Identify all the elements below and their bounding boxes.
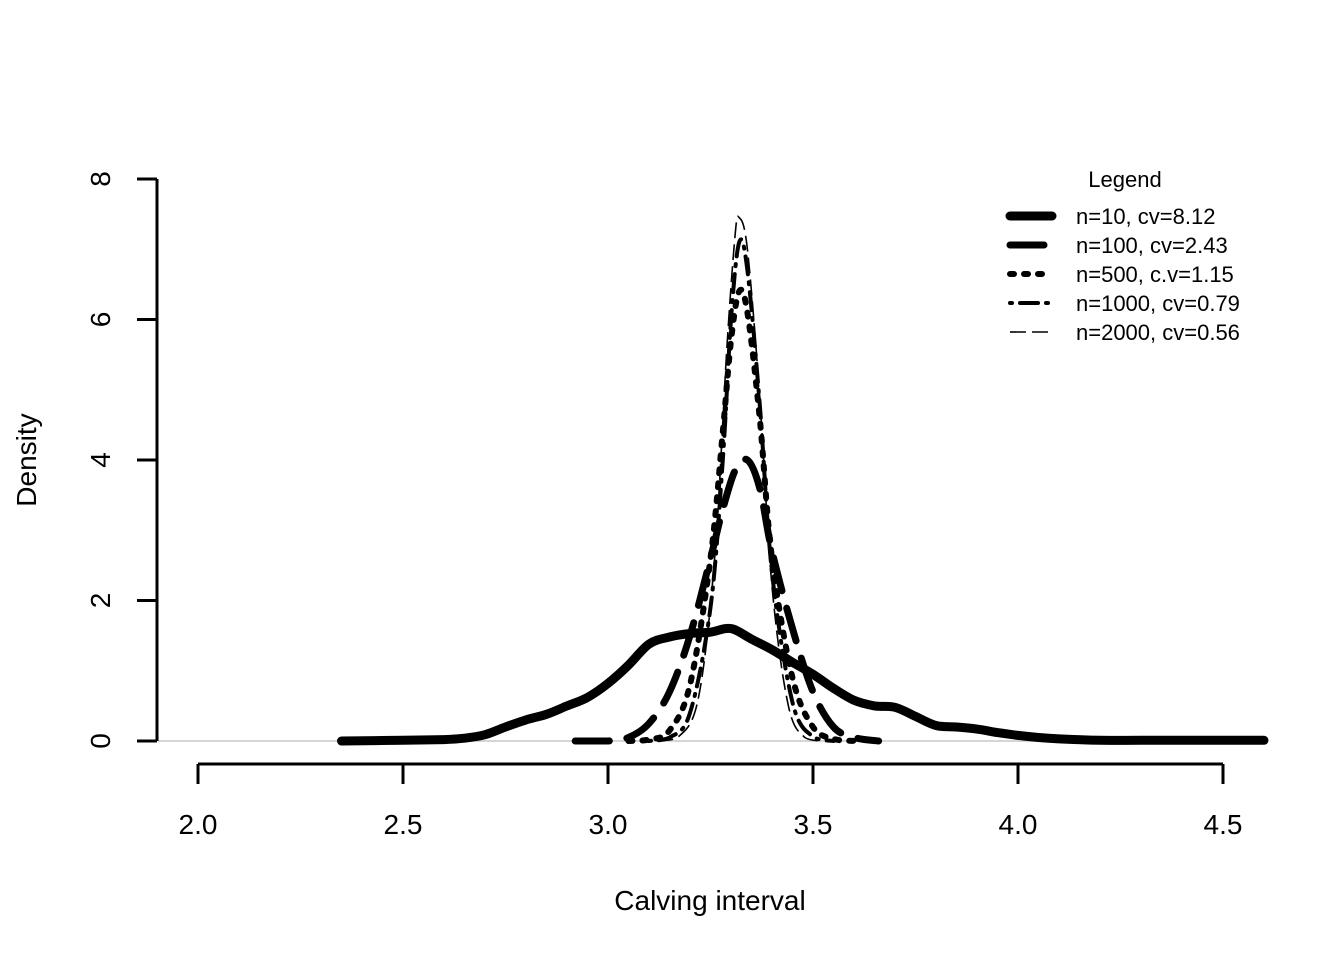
x-tick-label: 4.0	[999, 809, 1038, 840]
series-line-n-10-cv-8-12	[337, 623, 1269, 746]
series-line-n-100-cv-2-43	[571, 455, 883, 745]
legend-label-n-1000-cv-0-79: n=1000, cv=0.79	[1076, 291, 1240, 316]
legend-label-n-100-cv-2-43: n=100, cv=2.43	[1076, 233, 1228, 258]
series-group	[158, 215, 1269, 746]
x-tick-label: 2.5	[384, 809, 423, 840]
x-tick-label: 4.5	[1204, 809, 1243, 840]
legend-label-n-10-cv-8-12: n=10, cv=8.12	[1076, 204, 1215, 229]
x-tick-label: 3.0	[589, 809, 628, 840]
y-tick-label: 4	[85, 452, 116, 468]
y-tick-label: 8	[85, 171, 116, 187]
x-tick-label: 3.5	[794, 809, 833, 840]
legend-label-n-500-c-v-1-15: n=500, c.v=1.15	[1076, 262, 1234, 287]
y-tick-label: 6	[85, 312, 116, 328]
axes-group: 0 2 4 6 8 2.0 2.5 3.0 3.5 4.0 4.5	[85, 171, 1242, 840]
x-tick-label: 2.0	[179, 809, 218, 840]
series-line-n-2000-cv-0-56	[657, 215, 822, 742]
x-axis-title: Calving interval	[614, 885, 805, 916]
legend-label-n-2000-cv-0-56: n=2000, cv=0.56	[1076, 320, 1240, 345]
series-line-n-1000-cv-0-79	[647, 237, 836, 743]
legend: Legend n=10, cv=8.12 n=100, cv=2.43 n=500,…	[1005, 167, 1240, 345]
y-axis-title: Density	[11, 413, 42, 506]
y-tick-label: 0	[85, 733, 116, 749]
legend-title: Legend	[1088, 167, 1161, 192]
series-line-n-500-c-v-1-15	[625, 286, 857, 744]
y-tick-label: 2	[85, 593, 116, 609]
